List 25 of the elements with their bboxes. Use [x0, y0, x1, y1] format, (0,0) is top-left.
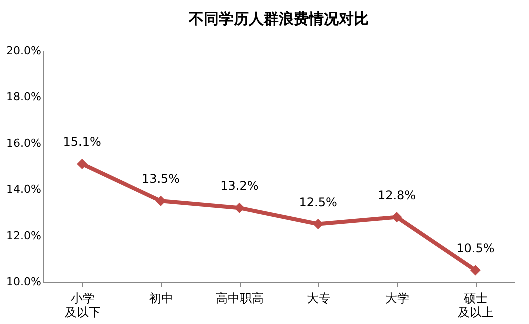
- point: [313, 219, 324, 230]
- y-tick-label: 20.0%: [6, 44, 42, 58]
- y-tick-label: 14.0%: [6, 183, 42, 196]
- y-tick-label: 16.0%: [6, 136, 42, 150]
- data-label: 13.2%: [220, 179, 259, 194]
- data-label: 12.5%: [299, 195, 338, 210]
- point: [470, 265, 481, 276]
- point: [234, 202, 245, 214]
- y-tick-label: 12.0%: [6, 229, 42, 242]
- x-tick-label: 小学及以下: [64, 292, 101, 320]
- point: [156, 196, 166, 206]
- data-label: 10.5%: [456, 241, 495, 256]
- y-tick-label: 18.0%: [6, 90, 42, 104]
- x-tick-label: 大学: [386, 292, 410, 306]
- y-tick-label: 10.0%: [6, 276, 42, 288]
- x-tick-label: 初中: [150, 292, 174, 306]
- x-tick-label: 大专: [306, 292, 331, 306]
- chart-title: 不同学历人群浪费情况对比: [188, 10, 369, 28]
- data-label: 13.5%: [142, 172, 180, 186]
- point: [77, 158, 88, 170]
- data-label: 12.8%: [378, 188, 416, 202]
- data-label: 15.1%: [63, 135, 102, 150]
- x-tick-label: 高中职高: [216, 292, 264, 306]
- x-tick-label: 硕士及以上: [458, 292, 494, 320]
- point: [392, 212, 402, 223]
